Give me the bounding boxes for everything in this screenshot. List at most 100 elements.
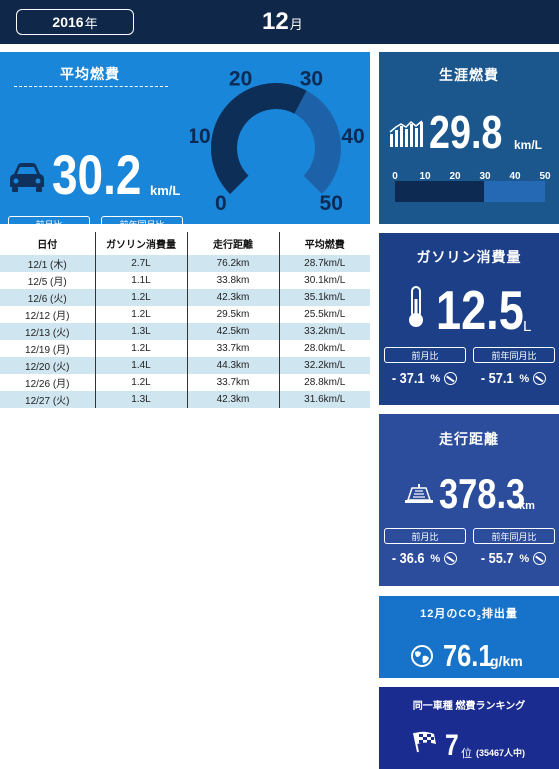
cell-gasoline: 1.2L [94, 306, 187, 323]
thermometer-icon [409, 286, 423, 327]
cell-gasoline: 2.7L [94, 255, 187, 272]
cell-date: 12/12 (月) [25, 311, 70, 322]
ranking-panel: 同一車種 燃費ランキング 7 位 (35467人中) [379, 687, 559, 769]
cell-distance: 42.3km [186, 289, 279, 306]
table-row: 12/6 (火) 1.2L 42.3km 35.1km/L [0, 289, 370, 306]
cell-distance: 33.8km [186, 272, 279, 289]
gauge-tick-30: 30 [300, 68, 323, 91]
lifetime-scale-tick: 0 [392, 171, 398, 182]
down-trend-icon [533, 552, 547, 565]
cell-distance: 42.3km [186, 391, 279, 408]
distance-title: 走行距離 [439, 431, 499, 447]
column-header-fuel-economy: 平均燃費 [278, 232, 370, 255]
gasoline-compare-year-value: - 57.1 [480, 370, 514, 387]
co2-title-month: 12 [420, 608, 435, 620]
co2-title-mid: 月のCO [434, 608, 477, 620]
co2-title-post: 排出量 [481, 608, 518, 620]
cell-distance: 33.7km [186, 340, 279, 357]
percent-sign: % [50, 239, 61, 252]
cell-date: 12/27 (火) [0, 391, 95, 408]
average-compare-month: + 0.7% [14, 237, 78, 254]
co2-panel: 12月のCO2排出量 76.1 g/km [379, 596, 559, 678]
lifetime-scale-tick: 10 [419, 171, 431, 182]
cell-fuel-economy: 33.2km/L [278, 323, 370, 340]
cell-date: 12/13 (火) [0, 323, 95, 340]
distance-compare-month-value: - 36.6 [391, 550, 425, 567]
lifetime-title: 生涯燃費 [439, 67, 499, 83]
gauge-tick-0: 0 [215, 192, 227, 215]
gauge-fill [211, 83, 307, 194]
cell-date: 12/5 (月) [27, 277, 67, 288]
lifetime-fuel-panel: 生涯燃費 29.8 km/L 0 10 20 30 40 50 [379, 52, 559, 224]
gasoline-value: 12.5 [436, 279, 524, 341]
daily-log-table: 日付 ガソリン消費量 走行距離 平均燃費 12/1 (木) 2.7L 76.2k… [0, 232, 370, 408]
top-header: 2016 年 12月 [0, 0, 559, 44]
cell-fuel-economy: 32.2km/L [278, 357, 370, 374]
gauge-tick-10: 10 [190, 125, 211, 148]
cell-gasoline: 1.4L [94, 357, 187, 374]
average-compare-month-value: + 0.7 [16, 237, 46, 254]
cell-gasoline: 1.3L [94, 391, 187, 408]
lifetime-scale-tick: 20 [449, 171, 461, 182]
column-header-distance: 走行距離 [186, 232, 279, 255]
table-row: 12/20 (火) 1.4L 44.3km 32.2km/L [0, 357, 370, 374]
percent-sign: % [430, 552, 441, 565]
cell-distance: 42.5km [186, 323, 279, 340]
lifetime-scale: 0 10 20 30 40 50 [392, 171, 550, 183]
lifetime-progress-fill [395, 181, 485, 202]
co2-title-sub: 2 [476, 615, 482, 623]
column-header-date: 日付 [37, 240, 58, 251]
month-value: 12 [262, 8, 289, 35]
checkered-flag-icon [413, 731, 436, 753]
gauge-tick-40: 40 [341, 125, 364, 148]
gauge-tick-50: 50 [320, 192, 343, 215]
gasoline-compare-month-value: - 37.1 [391, 370, 425, 387]
gasoline-compare-year-label: 前年同月比 [473, 347, 555, 363]
lifetime-unit: km/L [514, 138, 543, 152]
year-selector[interactable]: 2016 年 [16, 9, 134, 35]
distance-compare-month-label: 前月比 [384, 528, 466, 544]
down-trend-icon [444, 372, 458, 385]
average-title: 平均燃費 [60, 66, 120, 82]
cell-gasoline: 1.2L [94, 374, 187, 391]
car-icon [10, 163, 44, 192]
lifetime-scale-tick: 30 [479, 171, 491, 182]
gasoline-compare-month: - 37.1% [389, 370, 458, 387]
down-trend-icon [444, 552, 458, 565]
odometer-icon [405, 484, 433, 503]
bar-chart-icon [389, 120, 423, 147]
average-unit: km/L [150, 183, 181, 198]
month-suffix: 月 [289, 17, 303, 32]
globe-icon [411, 645, 433, 667]
percent-sign: % [430, 372, 441, 385]
cell-date: 12/1 (木) [0, 255, 95, 272]
gasoline-unit: L [523, 318, 532, 335]
ranking-suffix: 位 [461, 748, 472, 760]
gasoline-panel: ガソリン消費量 12.5 L 前月比 前年同月比 - 37.1% - 57.1% [379, 233, 559, 405]
table-row: 12/12 (月) 1.2L 29.5km 25.5km/L [0, 306, 370, 323]
cell-date: 12/6 (火) [0, 289, 95, 306]
lifetime-progress-bar [395, 181, 545, 202]
lifetime-scale-tick: 50 [539, 171, 551, 182]
cell-fuel-economy: 31.6km/L [278, 391, 370, 408]
distance-compare-year-value: - 55.7 [480, 550, 514, 567]
cell-gasoline: 1.3L [94, 323, 187, 340]
gasoline-compare-year: - 57.1% [478, 370, 547, 387]
gauge-tick-20: 20 [229, 68, 252, 91]
average-gauge: 0 10 20 30 40 50 [190, 68, 365, 216]
percent-sign: % [519, 552, 530, 565]
distance-compare-month: - 36.6% [389, 550, 458, 567]
cell-fuel-economy: 28.7km/L [278, 255, 370, 272]
cell-distance: 76.2km [186, 255, 279, 272]
co2-unit: g/km [490, 653, 523, 669]
month-title: 12月 [262, 8, 303, 39]
cell-date: 12/20 (火) [0, 357, 95, 374]
cell-gasoline: 1.1L [94, 272, 187, 289]
average-value: 30.2 [52, 143, 142, 206]
cell-gasoline: 1.2L [94, 340, 187, 357]
table-row: 12/26 (月) 1.2L 33.7km 28.8km/L [0, 374, 370, 391]
table-row: 12/1 (木) 2.7L 76.2km 28.7km/L [0, 255, 370, 272]
year-value: 2016 [52, 14, 84, 30]
down-trend-icon [533, 372, 547, 385]
ranking-title: 同一車種 燃費ランキング [412, 701, 526, 712]
